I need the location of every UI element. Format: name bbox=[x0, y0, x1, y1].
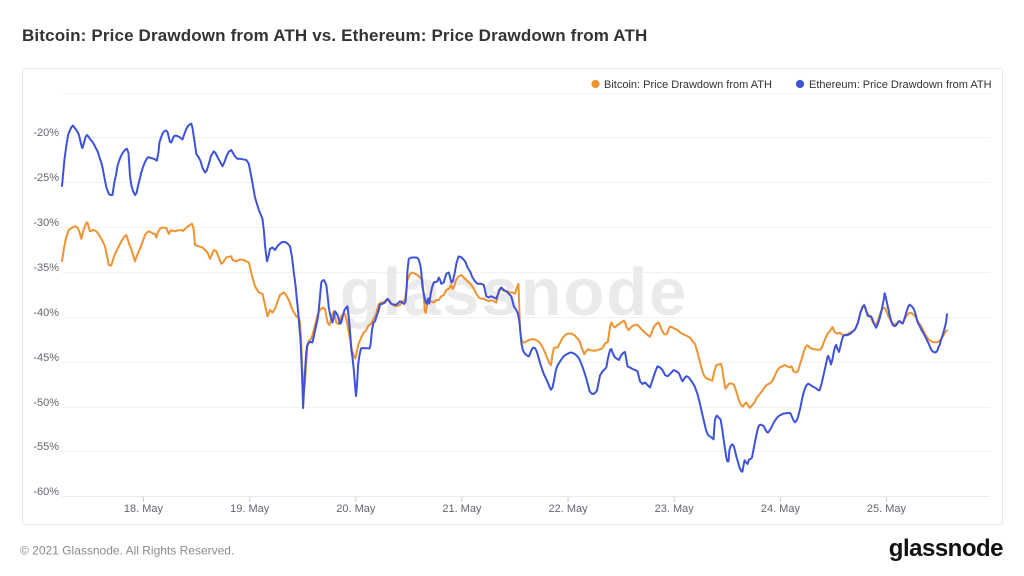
svg-text:22. May: 22. May bbox=[549, 503, 589, 515]
svg-text:-40%: -40% bbox=[33, 307, 59, 319]
svg-text:-30%: -30% bbox=[33, 217, 59, 229]
svg-text:-55%: -55% bbox=[33, 441, 59, 453]
svg-text:23. May: 23. May bbox=[655, 503, 695, 515]
svg-text:Bitcoin: Price Drawdown from A: Bitcoin: Price Drawdown from ATH bbox=[604, 79, 772, 91]
svg-text:-35%: -35% bbox=[33, 262, 59, 274]
svg-text:-45%: -45% bbox=[33, 352, 59, 364]
svg-text:-20%: -20% bbox=[33, 127, 59, 139]
svg-text:Ethereum: Price Drawdown from: Ethereum: Price Drawdown from ATH bbox=[809, 79, 992, 91]
svg-text:Bitcoin: Price Drawdown from A: Bitcoin: Price Drawdown from ATH vs. Eth… bbox=[22, 26, 647, 45]
svg-text:-25%: -25% bbox=[33, 172, 59, 184]
svg-text:21. May: 21. May bbox=[442, 503, 482, 515]
svg-text:-50%: -50% bbox=[33, 397, 59, 409]
svg-text:18. May: 18. May bbox=[124, 503, 164, 515]
svg-text:19. May: 19. May bbox=[230, 503, 270, 515]
svg-text:-60%: -60% bbox=[33, 486, 59, 498]
svg-text:24. May: 24. May bbox=[761, 503, 801, 515]
svg-text:glassnode: glassnode bbox=[889, 535, 1003, 562]
svg-text:25. May: 25. May bbox=[867, 503, 907, 515]
svg-text:© 2021 Glassnode. All Rights R: © 2021 Glassnode. All Rights Reserved. bbox=[20, 544, 234, 558]
svg-text:20. May: 20. May bbox=[336, 503, 376, 515]
